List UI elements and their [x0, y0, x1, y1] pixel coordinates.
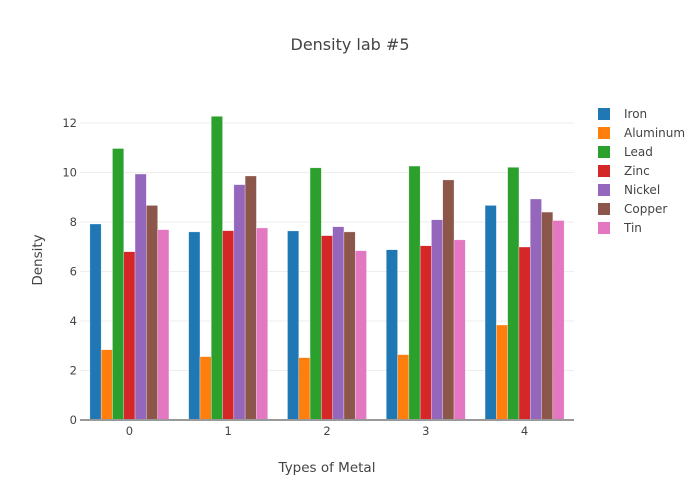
bar-copper-0 [146, 205, 158, 421]
legend-label: Lead [624, 145, 653, 159]
legend-item-nickel[interactable]: Nickel [598, 183, 660, 197]
chart-title: Density lab #5 [291, 35, 410, 54]
bar-copper-1 [244, 175, 257, 421]
bar-copper-2 [343, 231, 356, 421]
y-tick-label: 2 [70, 364, 77, 378]
bar-nickel-4 [529, 198, 542, 421]
legend-item-tin[interactable]: Tin [598, 221, 642, 235]
bar-lead-1 [211, 116, 223, 421]
legend-item-zinc[interactable]: Zinc [598, 164, 650, 178]
bar-iron-3 [386, 249, 398, 421]
x-tick-label: 4 [521, 424, 528, 438]
legend-item-lead[interactable]: Lead [598, 145, 653, 159]
y-tick-label: 10 [62, 166, 77, 180]
legend-swatch [598, 108, 610, 120]
bar-aluminum-4 [496, 324, 508, 421]
y-tick-label: 6 [70, 265, 77, 279]
legend-label: Tin [623, 221, 642, 235]
bar-tin-3 [453, 239, 466, 421]
bar-nickel-1 [233, 184, 246, 421]
bar-zinc-4 [518, 246, 531, 421]
bar-lead-3 [408, 165, 421, 421]
x-tick-label: 2 [323, 424, 330, 438]
x-tick-labels: 0 1 2 3 4 [126, 424, 529, 438]
bar-iron-1 [188, 231, 201, 421]
legend-swatch [598, 222, 610, 234]
bar-copper-4 [541, 211, 554, 421]
bar-iron-0 [89, 223, 102, 421]
bar-zinc-1 [222, 230, 235, 421]
bar-tin-4 [552, 220, 565, 421]
bar-aluminum-3 [397, 354, 410, 421]
y-tick-label: 0 [70, 413, 77, 427]
legend-swatch [598, 165, 610, 177]
bar-nickel-2 [332, 226, 345, 421]
bar-aluminum-1 [199, 356, 212, 421]
bar-copper-3 [442, 179, 455, 421]
legend-label: Aluminum [624, 126, 685, 140]
legend-swatch [598, 184, 610, 196]
bar-zinc-2 [321, 235, 333, 421]
bar-zinc-3 [419, 245, 432, 421]
bar-tin-0 [157, 229, 170, 421]
bar-iron-4 [484, 205, 497, 421]
x-tick-label: 0 [126, 424, 133, 438]
y-tick-label: 4 [70, 314, 77, 328]
legend-swatch [598, 203, 610, 215]
bar-nickel-0 [134, 173, 147, 421]
legend-item-aluminum[interactable]: Aluminum [598, 126, 685, 140]
legend-label: Copper [624, 202, 667, 216]
x-tick-label: 1 [225, 424, 232, 438]
bar-aluminum-0 [100, 349, 113, 421]
legend-item-copper[interactable]: Copper [598, 202, 667, 216]
legend: Iron Aluminum Lead Zinc Nickel Copper Tin [598, 107, 685, 235]
legend-label: Zinc [624, 164, 650, 178]
bar-lead-2 [309, 167, 322, 421]
bar-lead-0 [112, 148, 125, 421]
legend-swatch [598, 127, 610, 139]
y-tick-label: 12 [62, 116, 77, 130]
bar-tin-1 [256, 227, 268, 421]
y-tick-labels: 0 2 4 6 8 10 12 [62, 116, 77, 427]
y-tick-label: 8 [70, 215, 77, 229]
x-tick-label: 3 [422, 424, 429, 438]
legend-label: Iron [624, 107, 647, 121]
bar-lead-4 [507, 167, 520, 421]
bar-zinc-0 [123, 251, 136, 421]
bar-iron-2 [287, 230, 300, 421]
legend-swatch [598, 146, 610, 158]
legend-label: Nickel [624, 183, 660, 197]
bar-nickel-3 [431, 219, 443, 421]
x-axis-label: Types of Metal [278, 460, 376, 476]
bar-tin-2 [354, 250, 367, 421]
bar-aluminum-2 [298, 357, 311, 421]
y-axis-label: Density [30, 234, 46, 285]
bars [89, 116, 565, 421]
legend-item-iron[interactable]: Iron [598, 107, 647, 121]
